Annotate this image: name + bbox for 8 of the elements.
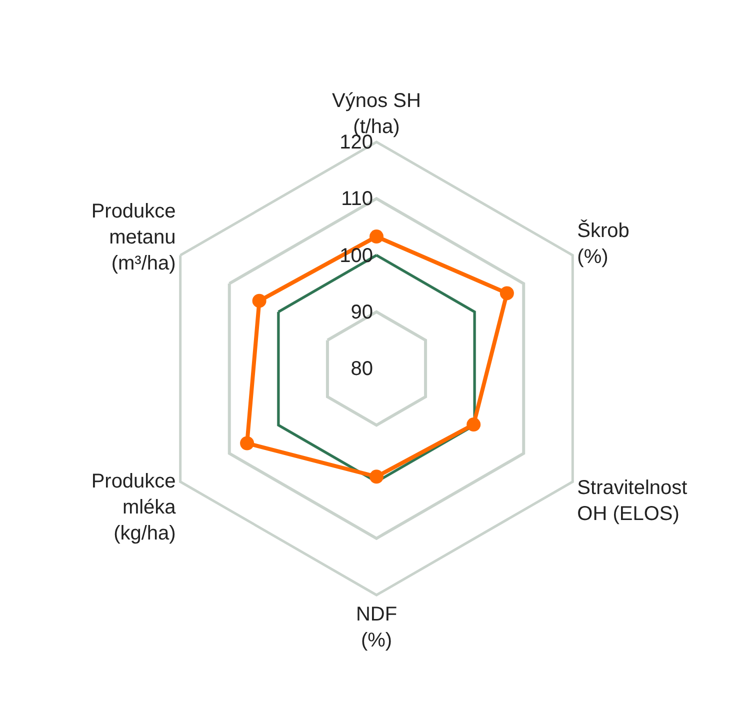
spoke-label: Produkce mléka (kg/ha) <box>91 470 177 544</box>
spoke-label: Škrob (%) <box>577 219 630 268</box>
spoke-label: Stravitelnost OH (ELOS) <box>577 476 688 525</box>
y-tick-label: 90 <box>350 301 373 324</box>
spoke-label: NDF (%) <box>356 603 398 652</box>
y-tick-label: 80 <box>350 358 373 380</box>
y-tick-label: 110 <box>341 188 373 210</box>
spoke-label: Produkce metanu (m³/ha) <box>91 200 176 275</box>
